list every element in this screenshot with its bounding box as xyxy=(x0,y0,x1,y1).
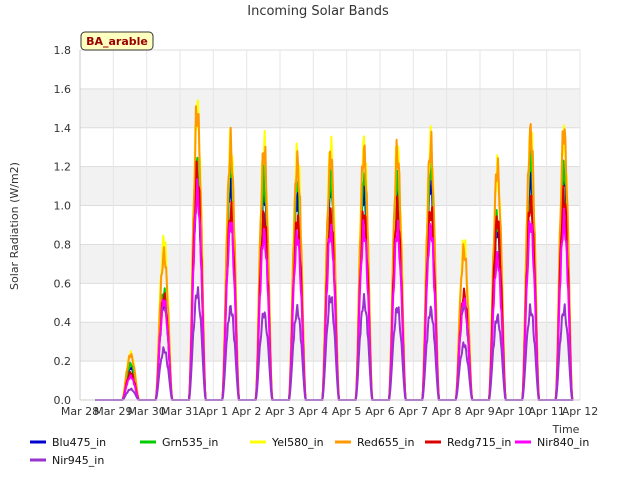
y-tick-label: 0.2 xyxy=(54,355,72,368)
x-tick-label: Apr 6 xyxy=(365,405,395,418)
legend-label: Grn535_in xyxy=(162,436,218,449)
y-tick-label: 1.6 xyxy=(54,83,72,96)
x-tick-label: Apr 7 xyxy=(399,405,429,418)
x-tick-label: Mar 31 xyxy=(161,405,199,418)
legend-label: Nir945_in xyxy=(52,454,104,467)
y-tick-label: 0.0 xyxy=(54,394,72,407)
site-badge: BA_arable xyxy=(80,31,154,51)
legend-label: Red655_in xyxy=(357,436,414,449)
x-tick-label: Apr 12 xyxy=(562,405,599,418)
chart-title: Incoming Solar Bands xyxy=(247,4,389,19)
x-tick-label: Apr 9 xyxy=(465,405,495,418)
legend-label: Redg715_in xyxy=(447,436,511,449)
y-tick-label: 1.2 xyxy=(54,161,72,174)
legend-label: Nir840_in xyxy=(537,436,589,449)
x-axis-label: Time xyxy=(552,423,580,436)
y-tick-label: 0.4 xyxy=(54,316,72,329)
site-badge-box xyxy=(80,31,154,51)
x-tick-label: Apr 10 xyxy=(495,405,532,418)
x-tick-label: Apr 2 xyxy=(232,405,262,418)
x-tick-label: Apr 1 xyxy=(199,405,229,418)
legend: Blu475_in Grn535_in Yel580_in Red655_in Redg… xyxy=(30,436,589,467)
x-tick-label: Mar 28 xyxy=(61,405,99,418)
y-tick-label: 1.0 xyxy=(54,200,72,213)
x-tick-label: Apr 3 xyxy=(265,405,295,418)
site-badge-label: BA_arable xyxy=(86,35,148,48)
y-tick-labels: 0.0 0.2 0.4 0.6 0.8 1.0 1.2 1.4 1.6 1.8 xyxy=(54,44,72,407)
x-tick-label: Apr 4 xyxy=(299,405,329,418)
x-tick-label: Mar 30 xyxy=(128,405,166,418)
x-tick-label: Mar 29 xyxy=(94,405,132,418)
grid-band xyxy=(80,244,580,284)
y-tick-label: 1.8 xyxy=(54,44,72,57)
grid-band xyxy=(80,322,580,362)
x-tick-label: Apr 11 xyxy=(528,405,565,418)
y-tick-label: 1.4 xyxy=(54,122,72,135)
x-tick-label: Apr 5 xyxy=(332,405,362,418)
x-tick-label: Apr 8 xyxy=(432,405,462,418)
y-tick-label: 0.6 xyxy=(54,277,72,290)
y-axis-label: Solar Radiation (W/m2) xyxy=(8,162,21,290)
y-tick-label: 0.8 xyxy=(54,238,72,251)
legend-label: Yel580_in xyxy=(271,436,324,449)
legend-label: Blu475_in xyxy=(52,436,106,449)
grid-band xyxy=(80,88,580,128)
